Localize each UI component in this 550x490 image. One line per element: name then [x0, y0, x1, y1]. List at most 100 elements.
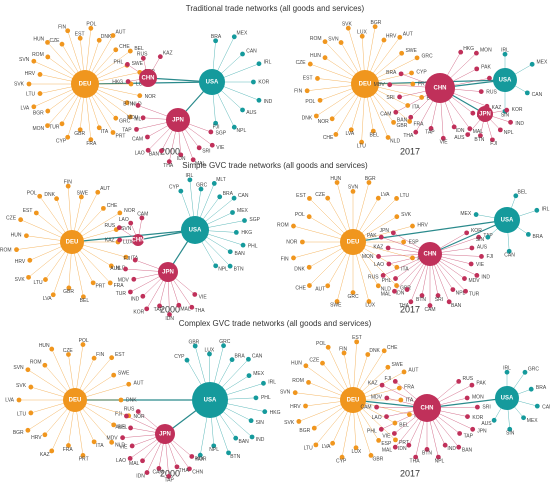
node-label: FRA	[63, 447, 74, 453]
node-label: ITA	[401, 267, 409, 273]
node	[406, 442, 412, 448]
node	[117, 237, 122, 243]
node-label: KAZ	[40, 452, 50, 458]
node	[521, 415, 526, 421]
node	[522, 369, 528, 375]
node	[359, 33, 365, 39]
node-label: DNK	[302, 116, 313, 122]
node-label: SWE	[118, 370, 130, 376]
node	[127, 48, 133, 54]
node	[375, 283, 381, 289]
node-label: GBR	[74, 131, 85, 137]
node-label: AUS	[477, 245, 488, 251]
node-label: MDV	[118, 277, 130, 283]
node	[339, 454, 345, 460]
node	[506, 248, 512, 254]
node-label: CYP	[174, 354, 185, 360]
node-label: POL	[86, 22, 96, 28]
node	[176, 302, 182, 308]
hub-label: CHN	[421, 406, 434, 412]
node-label: ITA	[406, 397, 414, 403]
node-label: SVK	[15, 277, 26, 283]
node	[320, 360, 325, 366]
node	[240, 51, 245, 57]
node-label: GRC	[347, 294, 359, 300]
node-label: AUS	[454, 135, 465, 141]
node	[110, 33, 116, 38]
node	[469, 382, 475, 388]
node	[338, 40, 344, 45]
node-label: AUS	[246, 110, 257, 116]
node-label: MAL	[381, 292, 392, 298]
node	[529, 61, 535, 67]
node-label: BRA	[536, 385, 547, 391]
node-label: AUS	[481, 421, 492, 427]
node-label: LVA	[5, 397, 14, 403]
node	[184, 357, 190, 363]
node-label: MEX	[527, 418, 539, 424]
node	[128, 289, 133, 295]
node	[313, 113, 319, 119]
node	[470, 426, 476, 432]
node	[419, 293, 425, 298]
node-label: HKG	[270, 410, 281, 416]
node	[469, 245, 475, 251]
node-label: TAP	[122, 128, 132, 134]
hub-node	[494, 207, 520, 233]
node-label: MEX	[253, 371, 265, 377]
node-label: POL	[295, 212, 305, 218]
node	[107, 280, 113, 286]
hub-label: USA	[501, 396, 514, 402]
node-label: LUX	[123, 239, 133, 245]
node-label: VIE	[476, 262, 485, 268]
node-label: FIN	[64, 179, 72, 185]
node-label: BEL	[80, 298, 90, 304]
node-label: IDN	[165, 316, 174, 322]
node-label: DNK	[126, 397, 137, 403]
node	[307, 61, 313, 67]
year-label: 2017	[400, 304, 420, 314]
node	[157, 54, 163, 60]
node	[479, 254, 484, 259]
node-label: CZE	[6, 215, 17, 221]
node	[192, 343, 198, 349]
node	[24, 233, 29, 239]
node-label: BRA	[211, 34, 222, 40]
node-label: PRT	[418, 81, 428, 87]
node	[45, 123, 50, 129]
node	[345, 25, 351, 31]
node	[398, 397, 404, 403]
node-label: VIE	[382, 433, 391, 439]
node-label: MEX	[536, 60, 548, 66]
node	[230, 210, 235, 215]
node-label: POL	[79, 338, 89, 344]
node-label: AUS	[110, 266, 121, 272]
node	[322, 55, 328, 61]
node	[322, 39, 328, 45]
node-label: CHN	[192, 469, 203, 475]
node	[140, 458, 145, 464]
node-label: AUT	[100, 186, 110, 192]
node-label: TUR	[469, 292, 480, 298]
node-label: ROM	[0, 247, 12, 253]
node-label: NPL	[435, 458, 445, 464]
hub-label: USA	[206, 80, 219, 86]
node	[45, 39, 50, 45]
node-label: IND	[256, 437, 265, 443]
node	[213, 38, 219, 44]
node-label: HKG	[112, 80, 123, 86]
node-label: SWE	[330, 303, 342, 309]
node-label: KOR	[471, 228, 482, 234]
node	[128, 220, 134, 226]
node	[487, 75, 492, 81]
node	[246, 373, 252, 379]
node	[397, 94, 402, 100]
node-label: RUS	[368, 274, 379, 280]
node	[384, 395, 390, 401]
node	[253, 395, 259, 401]
hub-label: DEU	[347, 240, 360, 246]
node	[401, 369, 407, 375]
node	[96, 37, 102, 43]
node-label: CAM	[152, 470, 163, 476]
node-label: SVK	[14, 81, 25, 87]
